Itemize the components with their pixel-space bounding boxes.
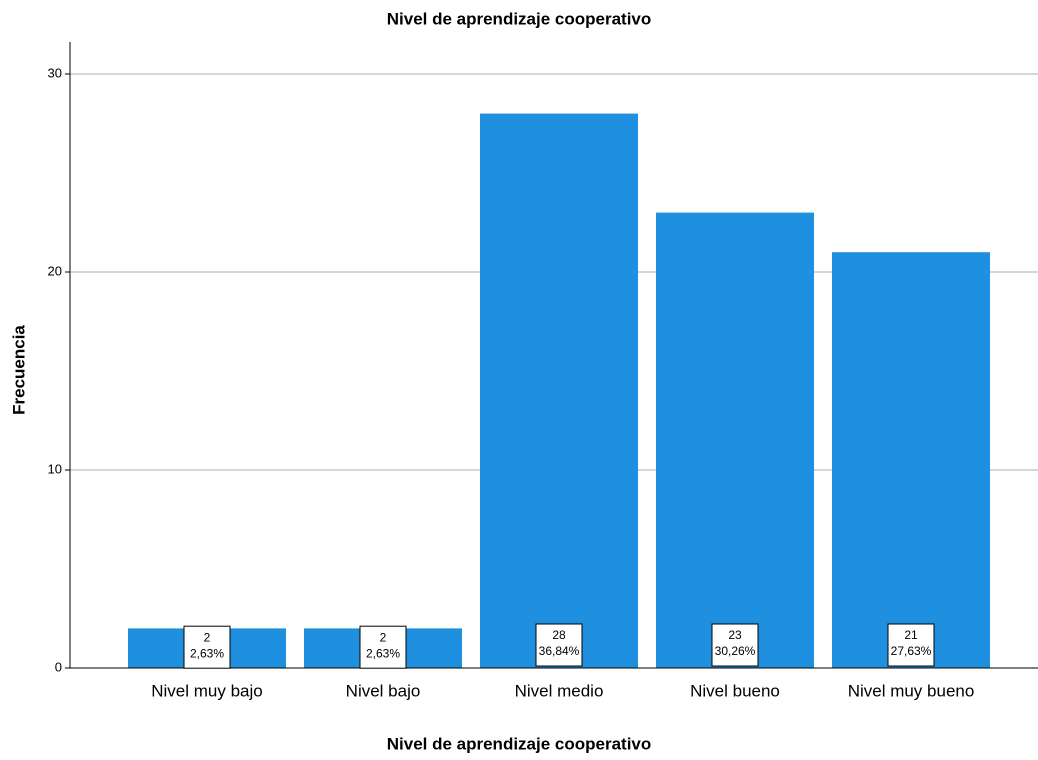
- percent-label: 2,63%: [366, 646, 400, 660]
- data-label-box: [359, 625, 407, 669]
- data-label: 2: [204, 630, 211, 644]
- x-tick-label: Nivel bajo: [346, 681, 421, 700]
- bar: [480, 113, 638, 669]
- percent-label: 36,84%: [539, 644, 580, 658]
- x-tick-label: Nivel muy bajo: [151, 681, 263, 700]
- x-tick-label: Nivel muy bueno: [848, 681, 975, 700]
- bar: [656, 212, 814, 668]
- data-label-box: [711, 623, 759, 667]
- y-tick-label: 10: [48, 461, 62, 476]
- percent-label: 30,26%: [715, 644, 756, 658]
- percent-label: 2,63%: [190, 646, 224, 660]
- x-axis-label: Nivel de aprendizaje cooperativo: [387, 734, 652, 753]
- chart-title: Nivel de aprendizaje cooperativo: [387, 9, 652, 28]
- x-tick-label: Nivel medio: [515, 681, 604, 700]
- x-tick-label: Nivel bueno: [690, 681, 780, 700]
- data-label: 23: [728, 628, 742, 642]
- data-label-box: [887, 623, 935, 667]
- data-label: 28: [552, 628, 566, 642]
- data-label: 2: [380, 630, 387, 644]
- y-tick-label: 20: [48, 263, 62, 278]
- data-label: 21: [904, 628, 918, 642]
- data-label-box: [535, 623, 583, 667]
- y-axis-label: Frecuencia: [9, 325, 28, 415]
- percent-label: 27,63%: [891, 644, 932, 658]
- y-tick-label: 0: [55, 659, 62, 674]
- bar: [832, 252, 990, 668]
- data-label-box: [183, 625, 231, 669]
- y-tick-label: 30: [48, 65, 62, 80]
